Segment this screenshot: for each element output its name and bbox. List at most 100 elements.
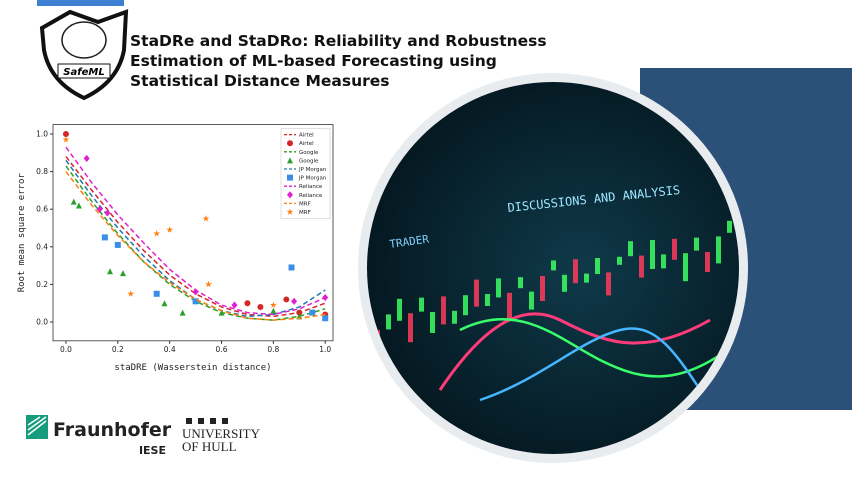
hull-logo: UNIVERSITY OF HULL (182, 418, 261, 454)
candle (430, 312, 435, 333)
candle (683, 253, 688, 282)
x-tick-label: 1.0 (319, 345, 331, 354)
candle (529, 291, 534, 310)
legend-swatch (287, 174, 293, 181)
x-tick-label: 0.2 (112, 345, 124, 354)
legend-label: Reliance (299, 184, 323, 190)
candle (397, 298, 402, 321)
candle (617, 256, 622, 265)
candle (584, 273, 589, 283)
candle (716, 236, 721, 264)
point (296, 309, 303, 316)
title-line: Statistical Distance Measures (130, 72, 390, 90)
point (107, 268, 114, 275)
legend-swatch (286, 208, 294, 215)
point (104, 209, 111, 217)
safeml-label-box (57, 63, 111, 79)
title-line: Estimation of ML-based Forecasting using (130, 52, 497, 70)
candle (485, 294, 490, 306)
safeml-label: SafeML (63, 67, 104, 78)
candle (463, 295, 468, 316)
point (114, 241, 121, 248)
point (269, 301, 277, 308)
point (309, 309, 316, 316)
x-tick-label: 0.4 (164, 345, 176, 354)
point (153, 290, 160, 297)
point (70, 198, 77, 205)
candle (606, 272, 611, 296)
point (270, 307, 277, 314)
legend-label: MRF (299, 201, 311, 207)
neon-line (459, 318, 739, 378)
point (257, 303, 264, 310)
candle (705, 252, 710, 272)
legend-label: Google (299, 158, 319, 164)
y-tick-label: 0.8 (36, 167, 48, 176)
point (120, 270, 126, 277)
candle (595, 258, 600, 274)
point (283, 296, 290, 303)
y-tick-label: 1.0 (36, 130, 48, 139)
point (179, 309, 186, 316)
fraunhofer-logo: Fraunhofer IESE (26, 415, 172, 457)
point (244, 300, 251, 307)
x-axis-label: staDRE (Wasserstein distance) (114, 363, 271, 373)
hull-crest (186, 418, 228, 424)
plot: 0.0 0.2 0.4 0.6 0.8 1.0 0.0 0.2 0.4 0.6 0.8 1.0 staD… (17, 124, 334, 373)
top-bar (37, 0, 124, 6)
candle (628, 241, 633, 257)
point (75, 202, 82, 209)
legend-label: Airtel (299, 133, 314, 139)
point (288, 264, 295, 271)
point (101, 234, 108, 241)
candle (507, 292, 512, 319)
fraunhofer-stripes (27, 416, 47, 436)
hull-name: UNIVERSITY (182, 426, 261, 441)
fit-line (65, 171, 326, 321)
candle (672, 238, 677, 260)
candle (639, 255, 644, 278)
candle (661, 254, 666, 269)
legend-label: JP Morgan (298, 167, 327, 173)
fraunhofer-name: Fraunhofer (53, 419, 172, 441)
legend-label: Google (299, 150, 319, 156)
x-tick-label: 0.0 (60, 345, 72, 354)
title-line: StaDRe and StaDRo: Reliability and Robus… (130, 32, 547, 50)
x-tick-label: 0.8 (267, 345, 279, 354)
candle (452, 310, 457, 324)
point (322, 315, 329, 322)
legend-label: MRF (299, 210, 311, 216)
point (192, 298, 199, 305)
candle (386, 314, 391, 330)
point (161, 300, 168, 307)
brain-icon (61, 21, 107, 59)
candle (540, 276, 545, 301)
candle (496, 278, 501, 298)
candle (551, 260, 556, 271)
fraunhofer-unit: IESE (139, 444, 166, 457)
legend-swatch (287, 157, 293, 164)
point (83, 154, 90, 163)
candle (650, 240, 655, 269)
point (62, 136, 70, 143)
candle (573, 259, 578, 284)
point (96, 205, 103, 213)
legend-label: Airtel (299, 141, 314, 147)
safeml-shield (39, 9, 129, 101)
neon-line (438, 312, 711, 391)
neon-line (479, 327, 722, 421)
image-text: TRADER (389, 233, 431, 251)
point (153, 230, 161, 237)
finance-image: DISCUSSIONS AND ANALYSIS TRADER (367, 82, 739, 454)
legend-label: Reliance (299, 193, 323, 199)
point (205, 280, 212, 288)
y-tick-label: 0.2 (36, 280, 48, 289)
hull-name: OF HULL (182, 439, 237, 454)
point (322, 293, 329, 302)
fit-line (65, 159, 326, 318)
candle (408, 313, 413, 343)
candle (694, 237, 699, 251)
candle (727, 220, 732, 233)
